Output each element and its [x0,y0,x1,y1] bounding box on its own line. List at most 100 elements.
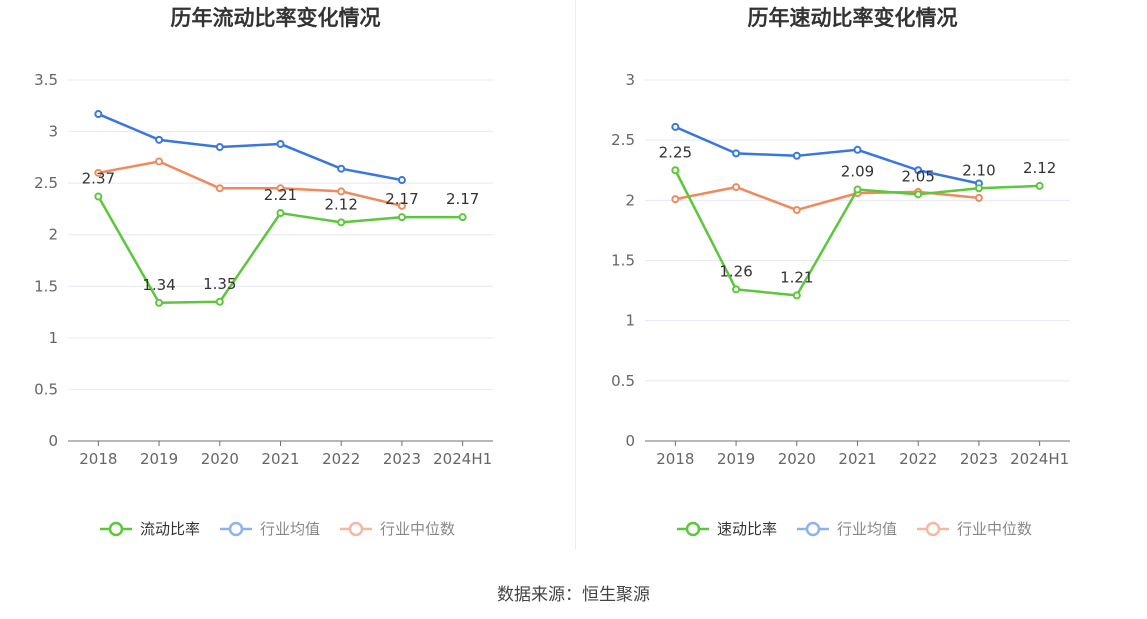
legend-label: 速动比率 [717,520,777,538]
y-tick-label: 1 [625,312,635,330]
data-point [215,297,224,306]
chart-title: 历年流动比率变化情况 [171,6,381,30]
x-tick-label: 2024H1 [1010,450,1069,468]
x-tick-label: 2022 [322,450,360,468]
data-point [397,213,406,222]
data-point [974,193,983,202]
y-tick-label: 0.5 [34,380,58,398]
data-point [215,184,224,193]
data-label: 2.17 [446,190,479,208]
chart-svg: 历年速动比率变化情况 0 0.5 1 1.5 2 2.5 3 2018 2019 2020 2021 2… [611,6,1070,538]
x-tick-label: 2023 [960,450,998,468]
data-label: 1.26 [719,262,752,280]
data-point [337,164,346,173]
data-point [94,168,103,177]
legend-label: 行业均值 [837,520,897,538]
data-label: 2.09 [841,163,874,181]
chart-divider [575,0,576,550]
data-point [671,166,680,175]
data-point [914,166,923,175]
chart-svg: 历年流动比率变化情况 0 0.5 1 1.5 2 2.5 3 3.5 2018 2019 2020 20… [34,6,493,538]
data-label: 2.12 [325,195,358,213]
legend-item[interactable]: 行业中位数 [340,520,455,538]
data-label: 2.37 [82,170,115,188]
y-tick-label: 2.5 [34,174,58,192]
current-ratio-chart: 历年流动比率变化情况 0 0.5 1 1.5 2 2.5 3 3.5 2018 2019 2020 20… [0,0,573,560]
legend-label: 行业中位数 [957,520,1032,538]
y-tick-label: 2 [625,191,635,209]
legend-marker [925,521,941,537]
data-point [215,143,224,152]
data-point [974,184,983,193]
data-label: 1.35 [203,275,236,293]
data-label: 2.12 [1023,159,1056,177]
x-tick-label: 2022 [899,450,937,468]
chart-title: 历年速动比率变化情况 [748,6,958,30]
quick-ratio-chart: 历年速动比率变化情况 0 0.5 1 1.5 2 2.5 3 2018 2019 2020 2021 2… [577,0,1147,560]
legend-marker [228,521,244,537]
data-point [792,205,801,214]
y-tick-label: 3 [48,123,58,141]
x-tick-label: 2018 [79,450,117,468]
x-tick-label: 2020 [201,450,239,468]
x-tick-label: 2021 [261,450,299,468]
data-point [397,176,406,185]
data-point [276,209,285,218]
x-tick-label: 2023 [383,450,421,468]
legend-item[interactable]: 行业均值 [220,520,320,538]
series-line [97,112,403,182]
data-point [732,149,741,158]
data-point [94,192,103,201]
legend-marker [108,521,124,537]
data-point [276,139,285,148]
x-tick-label: 2020 [778,450,816,468]
data-point [337,218,346,227]
data-point [732,183,741,192]
data-point [671,195,680,204]
y-tick-label: 0.5 [611,372,635,390]
data-point [792,291,801,300]
data-point [853,145,862,154]
data-point [155,135,164,144]
data-label: 2.10 [962,161,995,179]
y-tick-label: 3 [625,71,635,89]
data-point [276,184,285,193]
data-source: 数据来源：恒生聚源 [497,585,650,605]
data-label: 1.34 [142,276,175,294]
data-label: 2.25 [659,143,692,161]
data-point [853,185,862,194]
data-point [914,190,923,199]
legend-marker [805,521,821,537]
legend-label: 行业中位数 [380,520,455,538]
y-tick-label: 1 [48,329,58,347]
x-tick-label: 2018 [656,450,694,468]
data-point [337,187,346,196]
data-label: 2.21 [264,186,297,204]
x-tick-label: 2019 [717,450,755,468]
legend-label: 流动比率 [140,520,200,538]
legend-item[interactable]: 速动比率 [677,520,777,538]
y-tick-label: 0 [48,432,58,450]
data-label: 2.05 [902,167,935,185]
legend-item[interactable]: 流动比率 [100,520,200,538]
series-line [675,185,980,212]
x-tick-label: 2021 [838,450,876,468]
series-line [98,160,403,208]
legend-marker [348,521,364,537]
data-point [155,298,164,307]
data-point [792,151,801,160]
y-tick-label: 3.5 [34,71,58,89]
data-point [94,110,103,119]
legend-item[interactable]: 行业均值 [797,520,897,538]
series-line [674,125,980,185]
x-tick-label: 2019 [140,450,178,468]
legend-item[interactable]: 行业中位数 [917,520,1032,538]
y-tick-label: 0 [625,432,635,450]
data-point [732,285,741,294]
data-label: 1.21 [780,268,813,286]
legend-marker [685,521,701,537]
x-tick-label: 2024H1 [433,450,492,468]
data-point [397,201,406,210]
data-point [671,122,680,131]
data-point [155,157,164,166]
